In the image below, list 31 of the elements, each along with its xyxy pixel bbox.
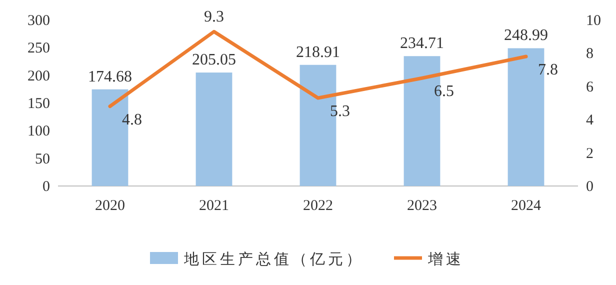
x-tick-label: 2021 <box>199 198 229 214</box>
y2-tick-label: 8 <box>586 46 594 62</box>
x-tick-label: 2023 <box>407 198 437 214</box>
y2-tick-label: 2 <box>586 146 594 162</box>
y2-tick-label: 10 <box>586 13 601 29</box>
legend-label: 增速 <box>427 251 464 268</box>
data-label: 174.68 <box>88 68 132 86</box>
data-label: 4.8 <box>122 111 142 128</box>
data-label: 218.91 <box>296 44 340 61</box>
data-label: 5.3 <box>330 103 350 120</box>
data-label: 6.5 <box>434 83 454 100</box>
data-label: 9.3 <box>204 8 224 26</box>
y-tick-label: 250 <box>28 40 50 57</box>
data-label: 248.99 <box>504 27 548 44</box>
y-tick-label: 0 <box>42 179 50 195</box>
y2-tick-label: 6 <box>586 79 594 96</box>
x-tick-label: 2020 <box>95 198 125 214</box>
y-tick-label: 300 <box>28 13 50 29</box>
y-tick-label: 200 <box>28 68 50 84</box>
y-tick-label: 150 <box>28 96 50 112</box>
data-label: 234.71 <box>400 35 444 52</box>
x-tick-label: 2024 <box>511 198 542 214</box>
x-tick-label: 2022 <box>303 198 333 214</box>
y2-tick-label: 0 <box>586 179 594 195</box>
legend-label: 地区生产总值（亿元） <box>183 251 364 268</box>
y-tick-label: 50 <box>35 151 50 168</box>
y2-tick-label: 4 <box>586 112 594 129</box>
data-label: 7.8 <box>538 62 558 79</box>
data-label: 205.05 <box>192 52 236 69</box>
y-tick-label: 100 <box>28 124 50 140</box>
bar <box>196 72 232 186</box>
